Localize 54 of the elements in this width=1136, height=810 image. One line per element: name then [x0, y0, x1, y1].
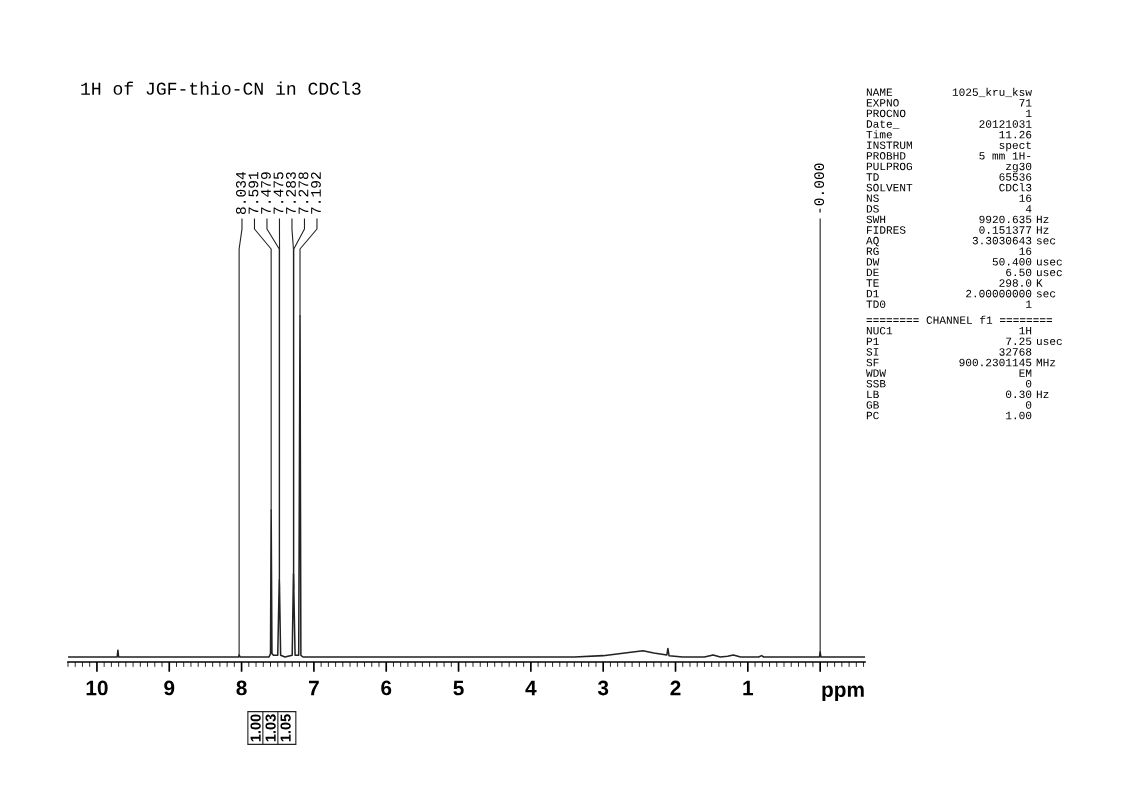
text: PROCNO 1: [866, 109, 1032, 118]
text: SF 900.2301145 MHz: [866, 358, 1056, 367]
text: SWH 9920.635 Hz: [866, 215, 1049, 224]
annotation: 7.283: [285, 172, 296, 214]
text: PULPROG zg30: [866, 162, 1032, 173]
text: SI 32768: [866, 348, 1032, 356]
x-axis-title: ppm: [822, 685, 864, 702]
text: DW 50.400 usec: [866, 258, 1062, 266]
text: PROBHD 5 mm 1H-: [866, 152, 1031, 160]
text: DE 6.50 usec: [866, 268, 1062, 277]
annotation: 7.475: [273, 172, 284, 214]
text: EXPNO 71: [866, 99, 1032, 107]
text: NAME 1025_kru_ksw: [866, 87, 1032, 98]
annotation: 7.192: [310, 172, 321, 214]
text: INSTRUM spect: [867, 141, 1031, 152]
annotation: 8.034: [235, 171, 246, 215]
text: SSB 0: [866, 379, 1032, 388]
text: TD0 1: [866, 300, 1032, 308]
text: Time 11.26: [866, 130, 1032, 139]
text: 1.00: [250, 714, 261, 742]
text: DS 4: [866, 205, 1032, 213]
text: FIDRES 0.151377 Hz: [867, 226, 1049, 234]
annotation: 7.479: [260, 172, 271, 214]
text: WDW EM: [866, 369, 1032, 377]
x-tick-label: 4: [525, 680, 537, 696]
text: P1 7.25 usec: [866, 337, 1062, 346]
text: ======== CHANNEL f1 ========: [866, 315, 1053, 324]
x-tick-label: 1: [743, 680, 754, 696]
text: 1.05: [280, 714, 291, 742]
x-tick-label: 5: [453, 680, 464, 696]
x-tick-label: 7: [309, 680, 319, 696]
x-tick-label: 3: [597, 680, 609, 696]
text: TD 65536: [866, 173, 1032, 181]
text: Date_ 20121031: [866, 120, 1032, 129]
annotation: 7.278: [298, 172, 309, 214]
x-tick-label: 2: [670, 680, 681, 696]
text: SOLVENT CDCl3: [866, 183, 1032, 192]
x-tick-label: 10: [86, 680, 108, 696]
x-tick-label: 9: [164, 680, 175, 696]
text: LB 0.30 Hz: [867, 390, 1049, 399]
annotation: -0.000: [814, 163, 825, 213]
text: RG 16: [866, 247, 1032, 255]
annotation: 7.591: [248, 171, 259, 214]
text: GB 0: [866, 401, 1032, 409]
text: NUC1 1H: [866, 326, 1032, 335]
text: 1.03: [265, 714, 276, 742]
chart-title: 1H of JGF-thio-CN in CDCl3: [81, 81, 361, 95]
text: NS 16: [866, 194, 1032, 202]
text: AQ 3.3030643 sec: [866, 236, 1056, 247]
x-tick-label: 6: [381, 680, 392, 696]
x-tick-label: 8: [236, 680, 247, 696]
text: D1 2.00000000 sec: [866, 289, 1056, 298]
text: TE 298.0 K: [866, 279, 1043, 287]
text: PC 1.00: [866, 411, 1032, 420]
